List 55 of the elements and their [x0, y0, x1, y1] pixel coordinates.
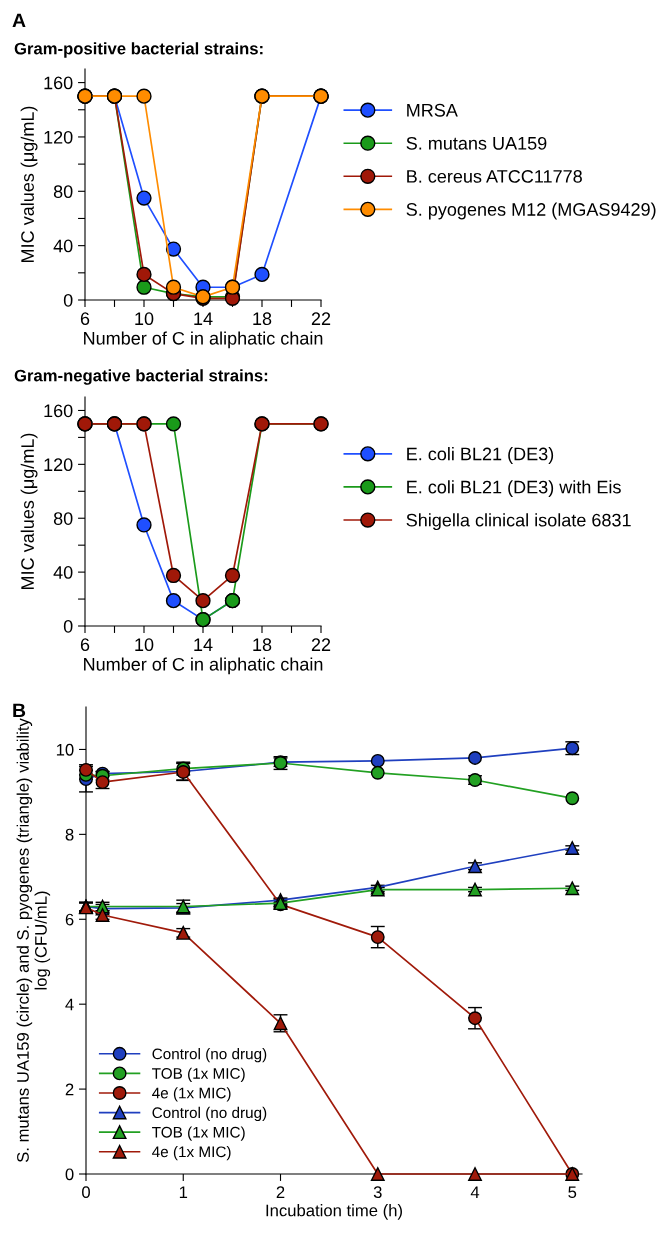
legend-label: MRSA — [407, 103, 458, 117]
y-axis-title: MIC values (μg/mL) — [20, 106, 38, 262]
x-tick-label: 14 — [194, 312, 213, 325]
y-tick-label: 0 — [63, 293, 73, 307]
x-tick-label: 22 — [311, 638, 331, 651]
x-tick-label: 6 — [80, 312, 90, 326]
legend-label: Control (no drug) — [152, 1106, 267, 1122]
y-tick-label: 120 — [44, 458, 73, 472]
y-tick-label: 40 — [53, 566, 73, 579]
chart-title: Gram-positive bacterial strains: — [14, 42, 263, 58]
text: A — [12, 13, 26, 28]
x-axis-title: Incubation time (h) — [266, 1204, 402, 1220]
x-tick-label: 18 — [253, 638, 272, 652]
x-tick-label: 18 — [253, 312, 272, 326]
legend-label: 4e (1x MIC) — [152, 1087, 231, 1102]
y-tick-label: 160 — [44, 76, 73, 90]
y-tick-label: 10 — [56, 743, 74, 756]
y-axis-title: MIC values (μg/mL) — [20, 433, 38, 589]
legend-label: 4e (1x MIC) — [152, 1146, 231, 1161]
x-tick-label: 14 — [194, 638, 213, 651]
legend-label: TOB (1x MIC) — [152, 1126, 245, 1141]
y-tick-label: 160 — [44, 404, 73, 418]
x-tick-label: 0 — [82, 1186, 90, 1199]
x-tick-label: 6 — [80, 638, 90, 652]
x-tick-label: 22 — [311, 312, 331, 325]
x-tick-label: 4 — [470, 1186, 480, 1198]
x-tick-label: 10 — [135, 638, 154, 652]
y-tick-label: 80 — [53, 512, 73, 525]
text: B — [13, 703, 26, 718]
legend-label: S. pyogenes M12 (MGAS9429) — [406, 202, 656, 220]
legend-label: Control (no drug) — [152, 1048, 267, 1063]
chart-title: Gram-negative bacterial strains: — [14, 369, 268, 385]
x-axis-title: Number of C in aliphatic chain — [84, 657, 323, 675]
y-axis-title: S. mutans UA159 (circle) and S. pyogenes (triangle) viability log (CFU/mL) — [16, 718, 51, 1163]
x-tick-label: 1 — [179, 1186, 188, 1198]
y-tick-label: 6 — [65, 913, 74, 926]
legend-label: S. mutans UA159 — [406, 136, 547, 150]
x-axis-title: Number of C in aliphatic chain — [84, 331, 323, 349]
y-tick-label: 120 — [44, 130, 73, 144]
legend-label: TOB (1x MIC) — [152, 1067, 245, 1082]
legend-label: E. coli BL21 (DE3) — [407, 447, 554, 464]
y-tick-label: 8 — [65, 828, 74, 841]
y-tick-label: 0 — [65, 1168, 74, 1181]
x-tick-label: 3 — [373, 1186, 382, 1199]
y-tick-label: 80 — [53, 185, 73, 199]
x-tick-label: 5 — [568, 1186, 577, 1199]
x-tick-label: 2 — [276, 1186, 285, 1198]
legend-label: Shigella clinical isolate 6831 — [406, 513, 631, 531]
x-tick-label: 10 — [135, 312, 154, 326]
y-tick-label: 40 — [53, 239, 73, 253]
y-tick-label: 4 — [65, 998, 74, 1011]
legend-label: B. cereus ATCC11778 — [407, 170, 582, 183]
legend-label: E. coli BL21 (DE3) with Eis — [407, 480, 621, 498]
y-tick-label: 2 — [65, 1083, 74, 1096]
y-tick-label: 0 — [63, 619, 73, 633]
